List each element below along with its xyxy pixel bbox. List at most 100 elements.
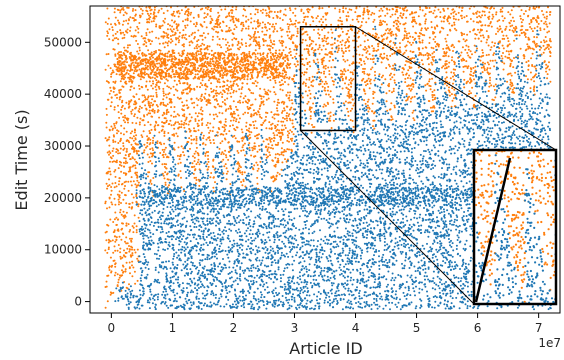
- series-b-point: [125, 130, 128, 133]
- series-b-point: [349, 101, 352, 104]
- series-b-point: [131, 264, 133, 267]
- series-b-point: [217, 127, 220, 129]
- series-b-point: [121, 37, 124, 40]
- series-b-point: [267, 97, 270, 100]
- series-b-point: [323, 103, 326, 106]
- series-b-point: [237, 101, 240, 104]
- series-b-point: [143, 149, 146, 152]
- series-b-point: [119, 152, 121, 155]
- series-b-point: [317, 61, 320, 64]
- series-b-point: [411, 36, 414, 39]
- series-b-point: [152, 82, 155, 85]
- series-b-point: [182, 72, 185, 75]
- series-b-point: [452, 82, 454, 85]
- series-b-point: [271, 25, 274, 28]
- series-b-point: [166, 9, 169, 12]
- series-b-point: [316, 15, 319, 18]
- series-b-point: [196, 122, 199, 125]
- series-b-point: [444, 37, 447, 40]
- series-b-point: [155, 36, 158, 39]
- series-b-point: [457, 11, 460, 14]
- series-b-point: [249, 35, 252, 38]
- series-b-point: [272, 132, 275, 135]
- series-b-point: [225, 50, 227, 53]
- series-b-point: [532, 88, 535, 91]
- series-b-point: [387, 43, 389, 46]
- series-b-point: [366, 39, 369, 42]
- series-b-point: [258, 44, 261, 47]
- series-b-point: [114, 169, 117, 171]
- series-b-point: [325, 24, 328, 26]
- series-b-point: [127, 103, 130, 106]
- series-b-point: [120, 51, 122, 53]
- series-b-point: [540, 20, 543, 22]
- series-b-point: [196, 40, 199, 43]
- series-b-point: [387, 32, 390, 35]
- series-b-point: [236, 109, 239, 111]
- series-b-point: [481, 14, 484, 17]
- series-b-point: [548, 68, 551, 71]
- series-b-point: [481, 51, 484, 54]
- series-b-point: [535, 36, 538, 39]
- series-b-point: [483, 69, 486, 72]
- series-b-point: [159, 103, 162, 106]
- series-b-point: [519, 47, 522, 50]
- series-b-point: [183, 121, 186, 124]
- series-b-point: [229, 29, 232, 32]
- series-b-point: [254, 27, 257, 30]
- series-b-point: [108, 136, 111, 139]
- series-b-point: [369, 78, 372, 81]
- series-b-point: [468, 7, 471, 10]
- series-b-point: [155, 88, 158, 91]
- series-b-point: [131, 81, 134, 84]
- series-b-point: [280, 53, 283, 56]
- series-b-point: [306, 68, 308, 70]
- series-b-point: [267, 89, 270, 92]
- series-b-point: [323, 87, 326, 89]
- series-b-point: [149, 132, 152, 134]
- series-b-point: [308, 89, 311, 92]
- series-b-point: [282, 102, 285, 105]
- series-b-point: [192, 172, 195, 175]
- series-b-point: [367, 110, 370, 113]
- series-b-point: [147, 121, 150, 124]
- series-b-point: [451, 99, 454, 102]
- series-b-point: [187, 10, 190, 13]
- series-b-point: [151, 98, 154, 101]
- series-b-point: [528, 38, 531, 41]
- series-b-point: [138, 46, 141, 49]
- series-b-point: [286, 119, 288, 122]
- series-b-point: [519, 29, 522, 32]
- series-b-point: [180, 9, 183, 12]
- series-b-point: [283, 107, 286, 110]
- series-b-point: [545, 40, 548, 43]
- series-b-point: [129, 180, 132, 183]
- series-b-point: [144, 64, 147, 67]
- series-b-point: [187, 14, 190, 17]
- series-b-point: [509, 83, 512, 86]
- series-b-point: [259, 115, 262, 118]
- series-b-point: [120, 183, 123, 186]
- series-b-point: [193, 106, 196, 109]
- series-b-point: [111, 150, 114, 152]
- series-b-point: [258, 113, 261, 116]
- series-b-point: [442, 47, 445, 50]
- series-b-point: [491, 59, 494, 62]
- series-b-point: [432, 110, 435, 113]
- series-b-point: [396, 19, 399, 22]
- series-b-point: [306, 33, 309, 36]
- series-b-point: [232, 91, 235, 94]
- series-b-point: [388, 29, 391, 32]
- series-b-point: [356, 18, 359, 21]
- series-b-point: [464, 40, 467, 43]
- series-b-point: [125, 222, 128, 225]
- series-b-point: [392, 90, 395, 93]
- series-b-point: [193, 31, 196, 34]
- series-b-point: [290, 20, 292, 23]
- series-b-point: [143, 43, 146, 46]
- series-b-point: [533, 42, 536, 44]
- series-b-point: [549, 38, 552, 40]
- series-b-point: [171, 68, 174, 71]
- series-b-point: [214, 181, 216, 184]
- series-b-point: [189, 147, 191, 150]
